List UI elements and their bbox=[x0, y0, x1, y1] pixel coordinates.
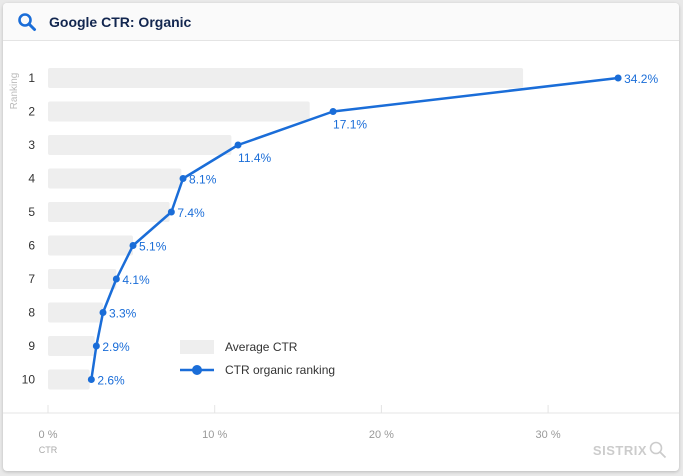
bar-average-ctr bbox=[48, 235, 134, 256]
bar-average-ctr bbox=[48, 68, 524, 88]
data-label: 2.6% bbox=[97, 374, 125, 388]
y-tick-label: 4 bbox=[28, 172, 35, 186]
data-label: 8.1% bbox=[189, 173, 217, 187]
chart-card: Google CTR: Organic Ranking 1 2 3 4 5 6 7 8 9 10 0 … bbox=[3, 3, 679, 471]
bar-average-ctr bbox=[48, 168, 182, 189]
data-label: 7.4% bbox=[177, 206, 205, 220]
x-tick-label: 0 % bbox=[39, 429, 58, 441]
y-tick-label: 8 bbox=[28, 306, 35, 320]
legend-swatch-point bbox=[192, 365, 202, 375]
y-tick-label: 2 bbox=[28, 105, 35, 119]
search-icon bbox=[18, 13, 36, 31]
data-label: 3.3% bbox=[109, 307, 137, 321]
y-tick-label: 3 bbox=[28, 138, 35, 152]
bar-average-ctr bbox=[48, 269, 117, 289]
data-label: 2.9% bbox=[102, 340, 130, 354]
line-point bbox=[179, 175, 187, 182]
y-tick-label: 1 bbox=[28, 71, 35, 85]
ctr-chart: Ranking 1 2 3 4 5 6 7 8 9 10 0 % 10 % 20 % 30 % CTR 34.2… bbox=[3, 68, 679, 455]
bar-average-ctr bbox=[48, 336, 95, 356]
data-label: 34.2% bbox=[624, 72, 658, 86]
line-point bbox=[99, 309, 107, 316]
x-tick-label: 20 % bbox=[369, 429, 394, 441]
bar-average-ctr bbox=[48, 101, 310, 122]
y-tick-label: 7 bbox=[28, 272, 35, 286]
y-tick-label: 10 bbox=[22, 373, 36, 387]
line-point bbox=[234, 141, 242, 149]
bar-average-ctr bbox=[48, 369, 90, 390]
page-title: Google CTR: Organic bbox=[49, 14, 192, 30]
y-axis-title: Ranking bbox=[9, 73, 20, 110]
data-label: 11.4% bbox=[238, 151, 271, 165]
bar-average-ctr bbox=[48, 302, 104, 323]
line-point bbox=[87, 376, 95, 383]
card-header: Google CTR: Organic bbox=[3, 3, 679, 41]
line-point bbox=[329, 108, 337, 115]
line-point bbox=[129, 242, 137, 249]
magnifier-icon bbox=[649, 441, 667, 459]
line-point bbox=[92, 342, 100, 350]
bar-average-ctr bbox=[48, 135, 232, 155]
bar-average-ctr bbox=[48, 202, 170, 222]
line-point bbox=[112, 275, 120, 283]
line-ctr-organic bbox=[90, 76, 619, 380]
data-label: 4.1% bbox=[122, 273, 150, 287]
legend-swatch-average-ctr bbox=[180, 340, 214, 354]
brand-label: SISTRIX bbox=[592, 442, 647, 458]
y-tick-label: 5 bbox=[28, 205, 35, 219]
line-point bbox=[614, 74, 622, 82]
data-label: 17.1% bbox=[333, 118, 367, 132]
legend-label-average-ctr: Average CTR bbox=[225, 340, 298, 354]
data-label: 5.1% bbox=[139, 240, 167, 254]
x-axis-title: CTR bbox=[39, 445, 58, 455]
line-point bbox=[167, 208, 175, 216]
y-tick-label: 6 bbox=[28, 239, 35, 253]
brand-logo: SISTRIX bbox=[593, 441, 667, 459]
x-tick-label: 10 % bbox=[202, 429, 227, 441]
y-tick-label: 9 bbox=[28, 339, 35, 353]
legend-label-ctr-organic: CTR organic ranking bbox=[225, 363, 335, 377]
x-tick-label: 30 % bbox=[536, 429, 561, 441]
